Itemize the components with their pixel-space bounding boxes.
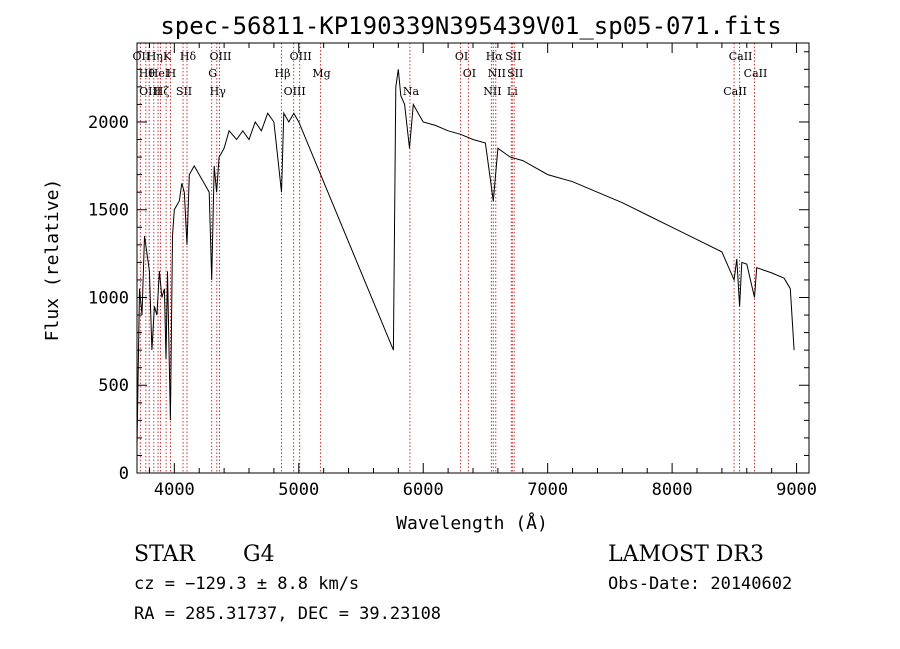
marker-label: Hζ [154, 85, 170, 98]
spectrum-line [136, 69, 795, 447]
marker-label: H [167, 67, 177, 80]
survey-name: LAMOST DR3 [608, 542, 764, 567]
marker-label: Hγ [210, 85, 227, 98]
y-tick-label: 1000 [88, 288, 129, 308]
marker-label: Hθ [139, 67, 156, 80]
x-tick-label: 9000 [776, 480, 817, 500]
marker-label: OIII [284, 85, 306, 98]
x-tick-label: 4000 [154, 480, 195, 500]
x-tick-label: 6000 [403, 480, 444, 500]
marker-label: OI [463, 67, 476, 80]
marker-label: SII [176, 85, 192, 98]
marker-label: Hδ [180, 50, 197, 63]
y-tick-label: 2000 [88, 113, 129, 133]
marker-label: CaII [744, 67, 768, 80]
redshift-line: cz = −129.3 ± 8.8 km/s [134, 574, 359, 594]
marker-label: OIII [290, 50, 312, 63]
coordinates-line: RA = 285.31737, DEC = 39.23108 [134, 604, 441, 624]
marker-label: CaII [729, 50, 753, 63]
x-axis-ticks: 4000 5000 6000 7000 8000 9000 [148, 43, 817, 500]
marker-label: Mg [312, 67, 330, 80]
x-tick-label: 8000 [652, 480, 693, 500]
marker-label: HeI [149, 67, 169, 80]
x-tick-label: 5000 [278, 480, 319, 500]
marker-label: CaII [723, 85, 747, 98]
object-class: STAR [134, 542, 196, 567]
y-tick-label: 500 [98, 376, 129, 396]
marker-label: NII [488, 67, 506, 80]
y-axis-ticks: 0 500 1000 1500 2000 [88, 51, 809, 484]
marker-label: Li [507, 85, 518, 98]
obs-date: Obs-Date: 20140602 [608, 574, 792, 594]
marker-label: OIII [209, 50, 231, 63]
marker-label: OI [455, 50, 468, 63]
object-subclass: G4 [243, 542, 275, 567]
y-tick-label: 1500 [88, 201, 129, 221]
line-marker-labels: OIIHθOIIIHηHeIHζKHSIIHδGHγOIIIHβOIIIOIII… [133, 50, 768, 98]
x-tick-label: 7000 [527, 480, 568, 500]
marker-label: G [208, 67, 217, 80]
marker-label: Hβ [275, 67, 291, 80]
marker-label: Na [403, 85, 420, 98]
marker-label: SII [505, 50, 521, 63]
plot-frame [136, 42, 810, 474]
marker-label: SII [507, 67, 523, 80]
y-axis-label: Flux (relative) [42, 179, 63, 342]
marker-label: Hα [486, 50, 504, 63]
marker-label: Hη [147, 50, 163, 63]
marker-label: K [163, 50, 172, 63]
marker-label: NII [483, 85, 501, 98]
chart-title: spec-56811-KP190339N395439V01_sp05-071.f… [160, 12, 781, 40]
x-axis-label: Wavelength (Å) [396, 512, 548, 534]
y-tick-label: 0 [119, 464, 129, 484]
line-marker-lines [139, 43, 755, 473]
marker-label: OIII [139, 85, 161, 98]
